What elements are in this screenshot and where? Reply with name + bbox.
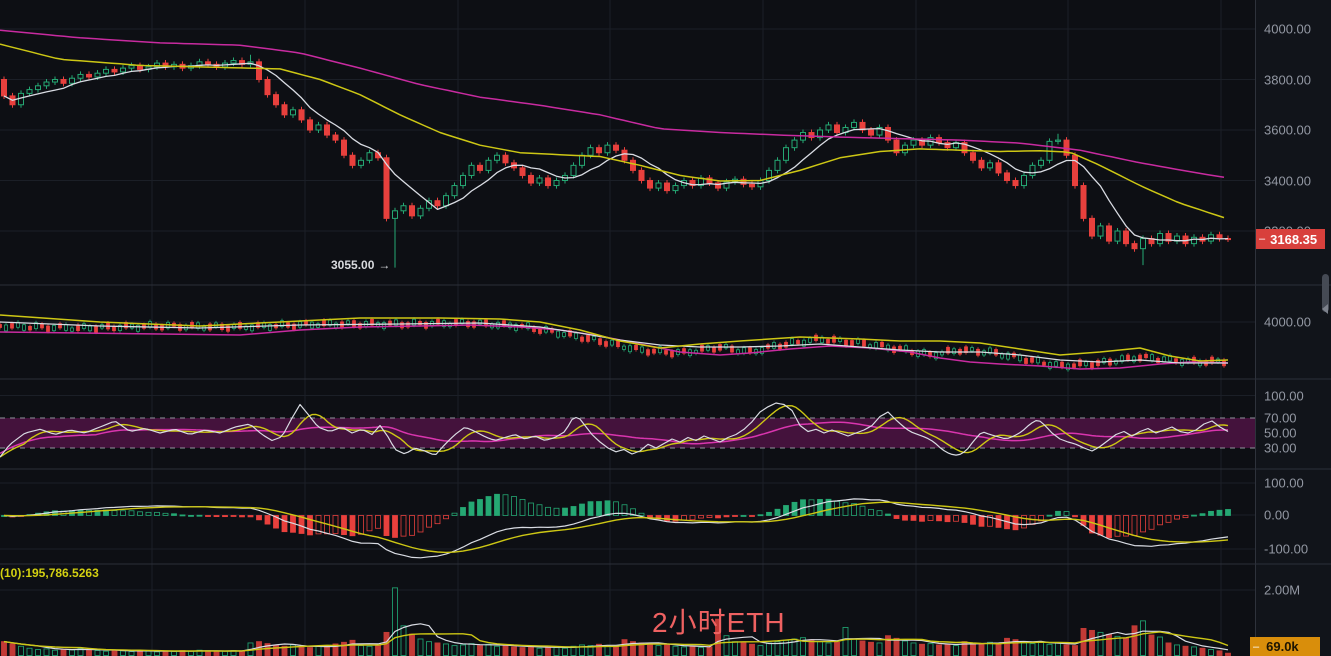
last-price-value: 3168.35 [1270,231,1318,247]
price-axis-column[interactable] [1255,0,1331,656]
price-annotation: 3055.00 → [331,258,390,272]
tick-dash-icon: – [1259,233,1266,245]
last-volume-value: 69.0k [1266,639,1299,654]
tick-dash-icon: – [1253,640,1260,653]
annotation-price-text: 3055.00 [331,258,375,272]
arrow-right-icon: → [378,258,391,272]
chevron-left-icon[interactable] [1322,304,1328,314]
volume-ma-value-label: (10):195,786.5263 [0,566,99,580]
scrollbar-thumb[interactable] [1322,274,1329,312]
last-volume-badge: – 69.0k [1250,637,1320,656]
last-price-badge: – 3168.35 [1256,229,1325,249]
watermark-timeframe-symbol: 2小时ETH [652,607,786,638]
